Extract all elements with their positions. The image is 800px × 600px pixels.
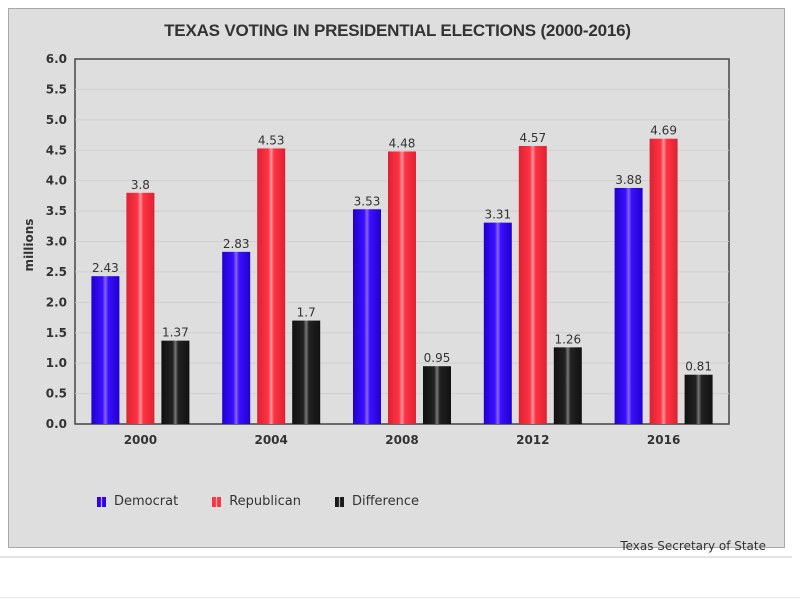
y-tick-label: 5.5 xyxy=(46,82,67,96)
y-tick-label: 3.0 xyxy=(46,235,67,249)
data-label: 0.81 xyxy=(685,360,712,374)
x-tick-label: 2012 xyxy=(516,433,549,447)
y-tick-label: 0.5 xyxy=(46,387,67,401)
source-credit: Texas Secretary of State xyxy=(620,539,766,553)
data-label: 4.57 xyxy=(519,131,546,145)
bar-democrat-2012[interactable] xyxy=(483,222,512,424)
chart-title: TEXAS VOTING IN PRESIDENTIAL ELECTIONS (… xyxy=(164,21,631,40)
data-label: 3.31 xyxy=(484,208,511,222)
data-label: 2.43 xyxy=(92,261,119,275)
legend: Democrat Republican Difference xyxy=(97,494,453,509)
x-tick-label: 2000 xyxy=(124,433,157,447)
bar-democrat-2016[interactable] xyxy=(614,187,643,424)
y-tick-label: 5.0 xyxy=(46,113,67,127)
bar-democrat-2000[interactable] xyxy=(91,276,120,424)
y-tick-label: 2.5 xyxy=(46,265,67,279)
x-tick-label: 2016 xyxy=(647,433,680,447)
data-label: 0.95 xyxy=(424,351,451,365)
legend-item-democrat[interactable]: Democrat xyxy=(97,494,178,509)
data-label: 4.53 xyxy=(258,133,285,147)
bar-difference-2000[interactable] xyxy=(161,340,190,424)
legend-item-difference[interactable]: Difference xyxy=(334,494,419,509)
bar-republican-2016[interactable] xyxy=(649,138,678,425)
bar-difference-2016[interactable] xyxy=(684,374,713,424)
y-tick-label: 4.0 xyxy=(46,174,67,188)
legend-swatch-democrat xyxy=(97,496,106,507)
data-label: 1.37 xyxy=(162,326,189,340)
bar-republican-2000[interactable] xyxy=(126,192,155,424)
legend-label: Difference xyxy=(351,494,419,509)
bar-democrat-2004[interactable] xyxy=(222,251,251,424)
x-tick-label: 2008 xyxy=(385,433,418,447)
legend-item-republican[interactable]: Republican xyxy=(212,494,301,509)
y-tick-label: 2.0 xyxy=(46,295,67,309)
data-label: 1.7 xyxy=(297,306,316,320)
data-label: 1.26 xyxy=(554,332,581,346)
legend-label: Republican xyxy=(229,494,301,509)
data-label: 4.48 xyxy=(389,136,416,150)
bar-difference-2012[interactable] xyxy=(553,347,582,424)
data-label: 3.8 xyxy=(131,178,150,192)
y-tick-label: 6.0 xyxy=(46,52,67,66)
bar-difference-2008[interactable] xyxy=(423,366,451,424)
x-tick-label: 2004 xyxy=(254,433,287,447)
data-label: 3.53 xyxy=(354,194,381,208)
data-label: 2.83 xyxy=(223,237,250,251)
y-tick-label: 0.0 xyxy=(46,417,67,431)
legend-swatch-republican xyxy=(212,496,222,507)
bar-difference-2004[interactable] xyxy=(292,320,321,424)
y-tick-label: 1.0 xyxy=(46,356,67,370)
bar-republican-2004[interactable] xyxy=(257,148,286,425)
divider xyxy=(0,556,792,558)
legend-label: Democrat xyxy=(114,494,179,509)
divider xyxy=(0,597,800,598)
y-tick-label: 3.5 xyxy=(46,204,67,218)
bar-republican-2012[interactable] xyxy=(518,145,547,424)
legend-swatch-difference xyxy=(334,496,344,507)
data-label: 4.69 xyxy=(650,124,677,138)
bar-democrat-2008[interactable] xyxy=(353,209,381,424)
y-tick-label: 1.5 xyxy=(46,326,67,340)
data-label: 3.88 xyxy=(615,173,642,187)
bar-republican-2008[interactable] xyxy=(388,151,416,424)
y-tick-label: 4.5 xyxy=(46,143,67,157)
y-axis-label: millions xyxy=(22,219,36,272)
